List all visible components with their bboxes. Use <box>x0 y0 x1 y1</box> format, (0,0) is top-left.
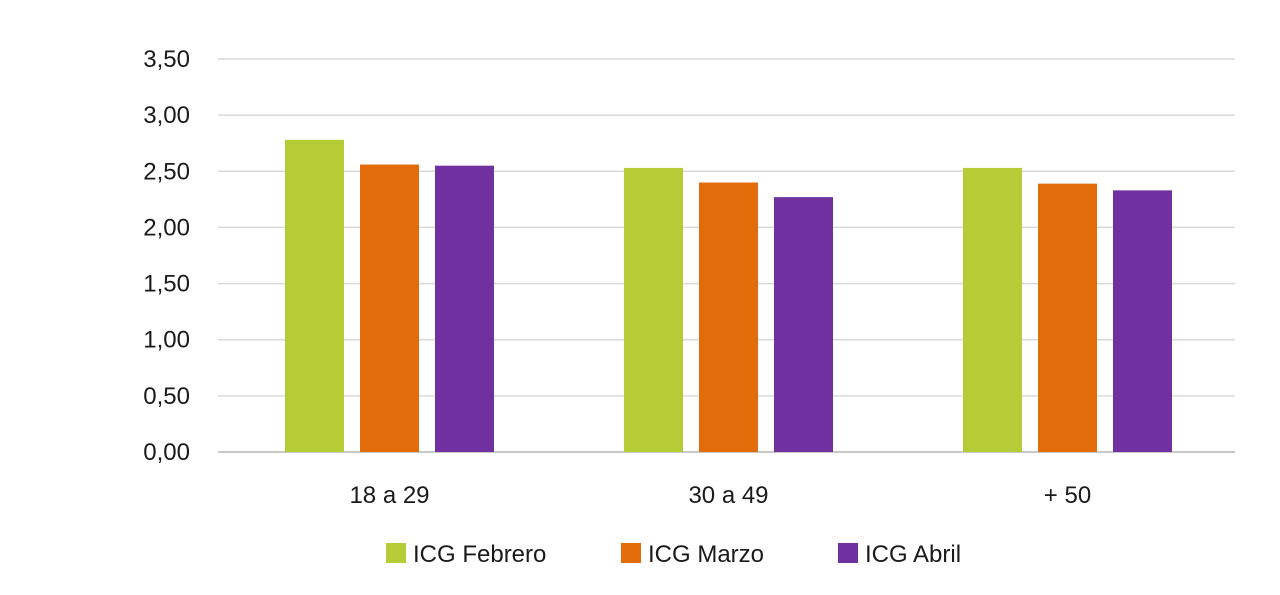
legend-swatch <box>621 543 641 563</box>
y-tick-label: 1,50 <box>143 271 190 298</box>
bars <box>285 139 1172 453</box>
y-tick-label: 3,50 <box>143 46 190 73</box>
legend-label: ICG Febrero <box>413 541 546 568</box>
legend-swatch <box>386 543 406 563</box>
y-tick-label: 2,00 <box>143 214 190 241</box>
legend-swatch <box>838 543 858 563</box>
bar-icg-febrero-3 <box>963 167 1022 452</box>
x-tick-label: 18 a 29 <box>349 482 429 509</box>
legend: ICG Febrero ICG Marzo ICG Abril <box>386 541 961 568</box>
y-tick-label: 0,50 <box>143 383 190 410</box>
bar-icg-abril-1 <box>435 165 494 452</box>
axis-labels: 0,00 0,50 1,00 1,50 2,00 2,50 3,00 3,50 18 a 29 3… <box>143 46 1091 509</box>
legend-label: ICG Marzo <box>648 541 764 568</box>
legend-label: ICG Abril <box>865 541 961 568</box>
y-tick-label: 3,00 <box>143 102 190 129</box>
x-tick-label: 30 a 49 <box>688 482 768 509</box>
bar-icg-abril-2 <box>774 197 833 452</box>
bar-icg-febrero-2 <box>624 167 683 452</box>
y-tick-label: 2,50 <box>143 158 190 185</box>
bar-icg-marzo-2 <box>699 182 758 452</box>
y-tick-label: 0,00 <box>143 439 190 466</box>
y-tick-label: 1,00 <box>143 327 190 354</box>
bar-icg-marzo-1 <box>360 164 419 452</box>
x-tick-label: + 50 <box>1044 482 1091 509</box>
bar-icg-abril-3 <box>1113 190 1172 453</box>
bar-icg-febrero-1 <box>285 139 344 453</box>
bar-icg-marzo-3 <box>1038 183 1097 452</box>
